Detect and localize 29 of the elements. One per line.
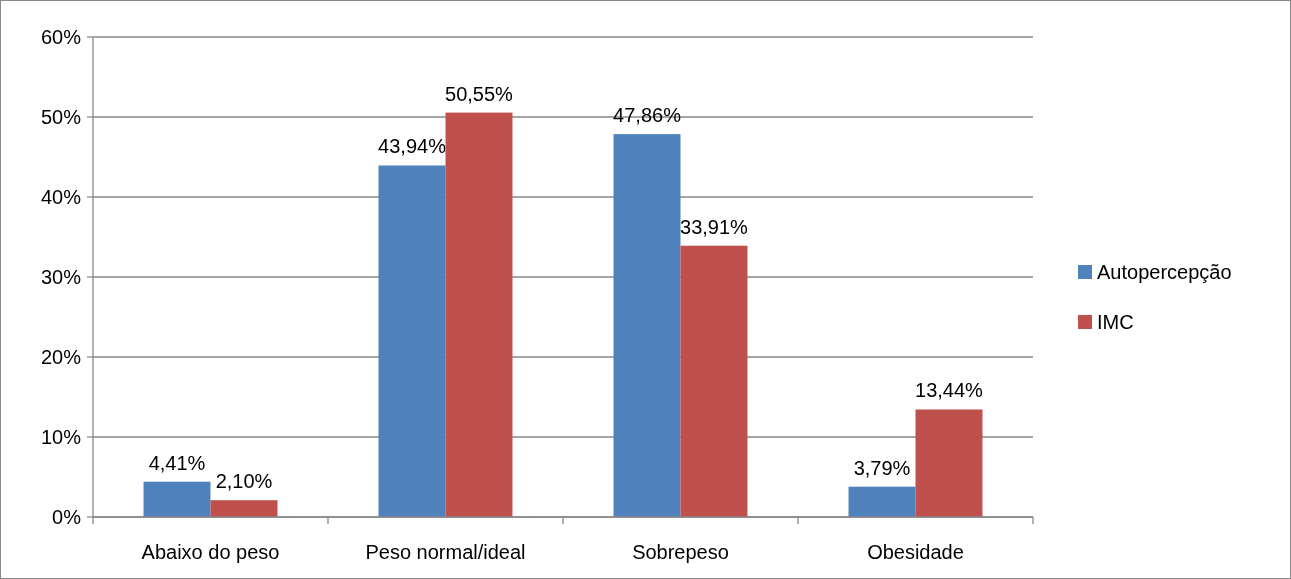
bar <box>143 481 211 517</box>
x-tick-label: Abaixo do peso <box>141 541 280 563</box>
y-tick-label: 30% <box>40 266 82 288</box>
y-tick-label: 40% <box>40 186 82 208</box>
bar <box>378 165 446 517</box>
legend-label: IMC <box>1097 311 1134 333</box>
bar <box>210 500 278 517</box>
legend-label: Autopercepção <box>1097 261 1232 283</box>
y-tick-label: 20% <box>40 346 82 368</box>
bar <box>445 112 513 517</box>
bar <box>848 486 916 517</box>
data-label: 4,41% <box>148 451 206 474</box>
y-tick-label: 60% <box>40 26 82 48</box>
y-tick-label: 50% <box>40 106 82 128</box>
bar <box>613 134 681 517</box>
y-tick-label: 0% <box>52 506 82 528</box>
data-label: 2,10% <box>215 470 273 493</box>
data-label: 43,94% <box>378 135 447 158</box>
bar <box>680 245 748 517</box>
x-tick-label: Sobrepeso <box>632 541 729 563</box>
y-tick-label: 10% <box>40 426 82 448</box>
data-label: 50,55% <box>445 82 514 105</box>
data-label: 13,44% <box>915 379 984 402</box>
x-tick-label: Peso normal/ideal <box>365 541 526 563</box>
data-label: 47,86% <box>613 104 682 127</box>
x-tick-label: Obesidade <box>867 541 964 563</box>
data-label: 3,79% <box>853 456 911 479</box>
data-label: 33,91% <box>680 215 749 238</box>
bar <box>915 409 983 517</box>
